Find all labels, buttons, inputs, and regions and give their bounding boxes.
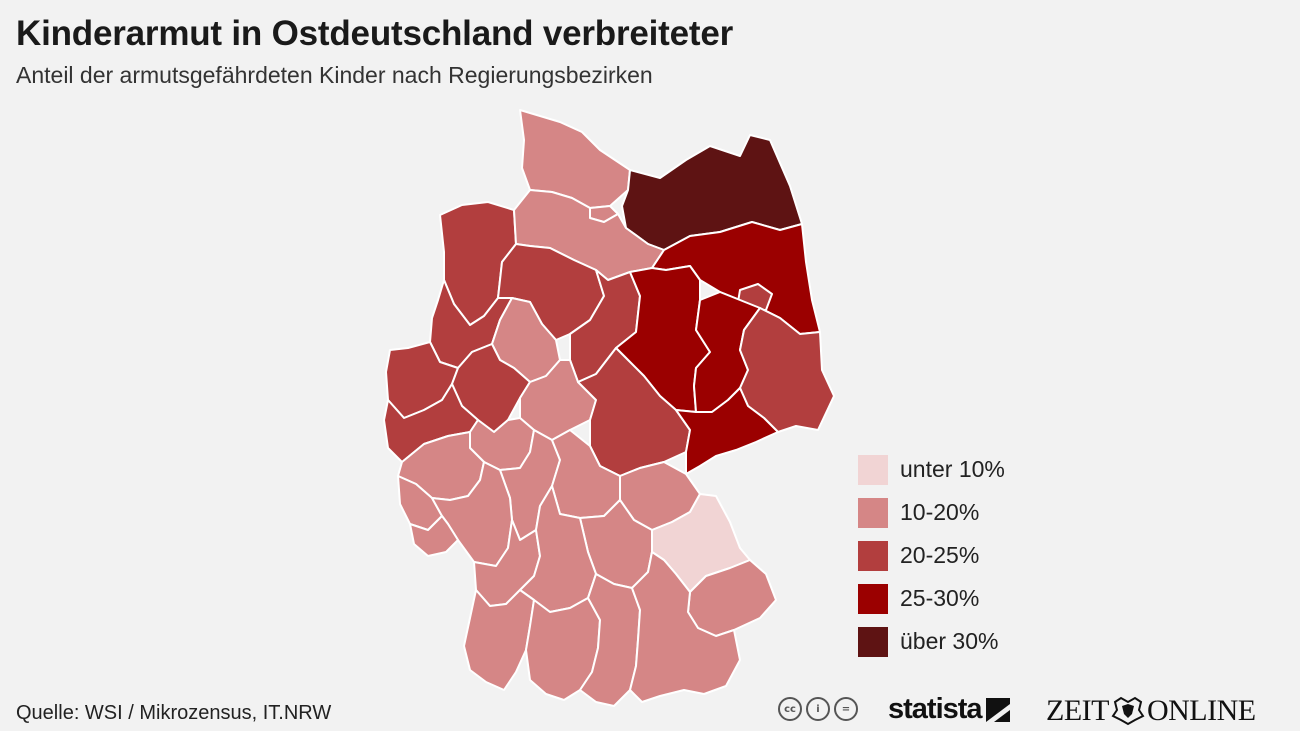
- region-saarland: [409, 515, 459, 557]
- zeit-online-logo[interactable]: ZEIT ONLINE: [1046, 694, 1256, 728]
- license-icons: cc i =: [778, 697, 858, 721]
- legend-swatch: [858, 454, 888, 485]
- statista-logo[interactable]: statista: [888, 693, 1010, 726]
- statista-mark-icon: [985, 697, 1010, 722]
- legend-item-20-25: 20-25%: [858, 534, 1005, 577]
- by-icon[interactable]: i: [806, 697, 830, 721]
- chart-title: Kinderarmut in Ostdeutschland verbreitet…: [16, 14, 734, 53]
- legend-item-ueber-30: über 30%: [858, 620, 1005, 663]
- cc-icon[interactable]: cc: [778, 697, 802, 721]
- legend-item-unter-10: unter 10%: [858, 448, 1005, 491]
- legend-swatch: [858, 540, 888, 571]
- zeit-wordmark: ZEIT: [1046, 694, 1109, 727]
- legend-swatch: [858, 626, 888, 657]
- region-chemnitz: [675, 387, 779, 475]
- legend-label: 20-25%: [900, 542, 980, 568]
- legend-swatch: [858, 497, 888, 528]
- nd-icon[interactable]: =: [834, 697, 858, 721]
- legend-swatch: [858, 583, 888, 614]
- legend-label: 10-20%: [900, 499, 980, 525]
- region-oberbayern: [629, 551, 741, 703]
- eagle-crest-icon: [1111, 696, 1145, 726]
- legend-label: 25-30%: [900, 585, 980, 611]
- source-note: Quelle: WSI / Mikrozensus, IT.NRW: [16, 702, 332, 724]
- online-wordmark: ONLINE: [1146, 694, 1256, 727]
- legend-label: unter 10%: [900, 456, 1005, 482]
- legend: unter 10% 10-20% 20-25% 25-30% über 30%: [858, 448, 1005, 663]
- legend-item-25-30: 25-30%: [858, 577, 1005, 620]
- chart-subtitle: Anteil der armutsgefährdeten Kinder nach…: [16, 62, 653, 88]
- region-freiburg: [463, 589, 535, 691]
- legend-item-10-20: 10-20%: [858, 491, 1005, 534]
- statista-wordmark: statista: [888, 693, 983, 725]
- legend-label: über 30%: [900, 628, 999, 654]
- region-dresden: [739, 307, 835, 433]
